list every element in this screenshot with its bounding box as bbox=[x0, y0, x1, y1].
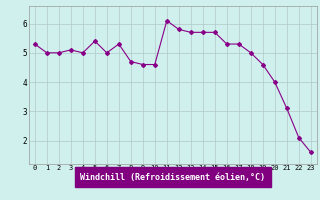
X-axis label: Windchill (Refroidissement éolien,°C): Windchill (Refroidissement éolien,°C) bbox=[80, 173, 265, 182]
